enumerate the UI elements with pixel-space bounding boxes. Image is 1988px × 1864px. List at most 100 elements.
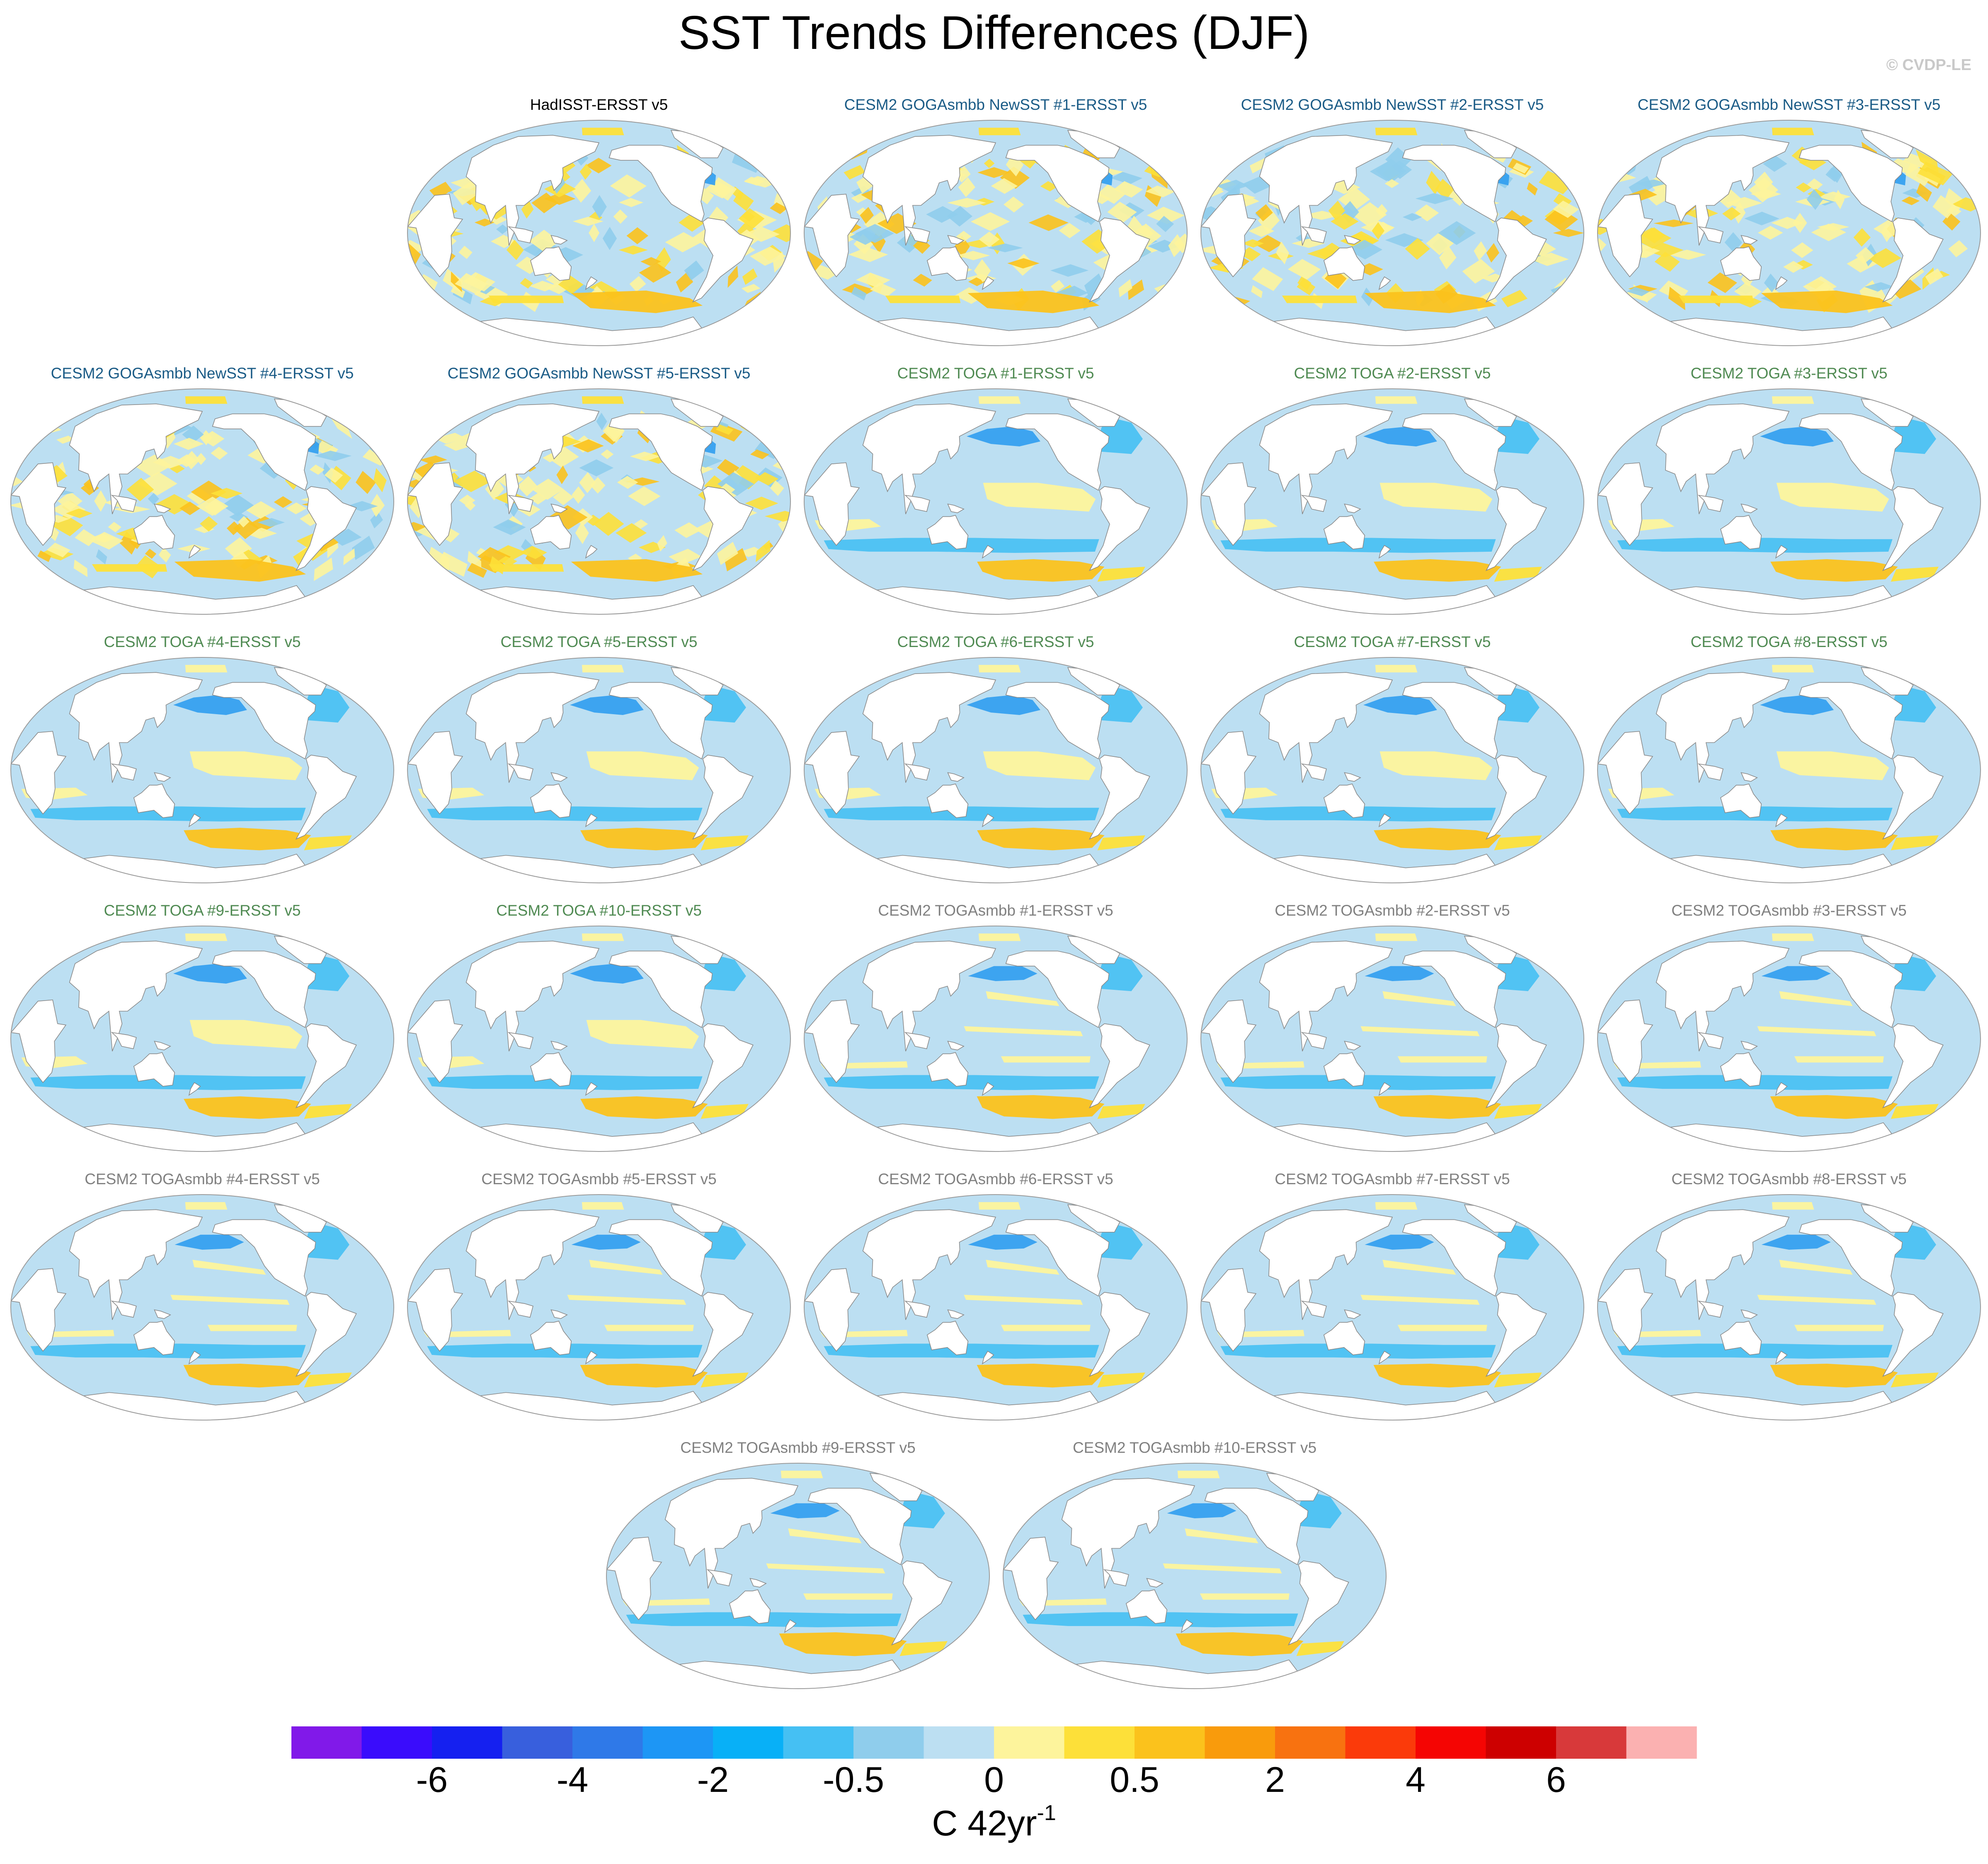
- anomaly-region: [956, 251, 990, 260]
- landmass: [1323, 783, 1365, 818]
- landmass: [1301, 763, 1327, 781]
- panel-title: CESM2 TOGAsmbb #3-ERSST v5: [1671, 902, 1907, 919]
- anomaly-region: [1163, 1563, 1282, 1573]
- anomaly-region: [1200, 1593, 1290, 1600]
- landmass: [1799, 1219, 1903, 1297]
- anomaly-region: [225, 537, 252, 560]
- colorbar-segment: [502, 1726, 573, 1759]
- panel-title: CESM2 TOGAsmbb #2-ERSST v5: [1275, 902, 1510, 919]
- landmass: [947, 503, 965, 514]
- colorbar-segment: [572, 1726, 643, 1759]
- anomaly-region: [529, 230, 560, 253]
- anomaly-region: [770, 480, 784, 496]
- anomaly-region: [1717, 189, 1742, 208]
- landmass: [1697, 1032, 1724, 1050]
- map-panel: CESM2 GOGAsmbb NewSST #5-ERSST v5: [404, 365, 794, 622]
- anomaly-region: [170, 1294, 290, 1305]
- anomaly-region: [572, 179, 592, 203]
- landmass: [1201, 731, 1257, 815]
- anomaly-region: [196, 453, 206, 465]
- anomaly-region: [257, 518, 285, 527]
- landmass: [1344, 772, 1361, 782]
- anomaly-region: [1216, 179, 1249, 192]
- landmass: [1089, 1292, 1150, 1377]
- landmass: [926, 783, 969, 818]
- landmass: [295, 486, 357, 571]
- landmass: [1697, 1300, 1724, 1318]
- anomaly-region: [755, 472, 778, 486]
- anomaly-region: [1539, 170, 1574, 194]
- anomaly-region: [1725, 197, 1763, 209]
- anomaly-region: [1628, 285, 1658, 293]
- anomaly-region: [531, 478, 564, 500]
- landmass: [69, 403, 203, 514]
- anomaly-region: [860, 207, 874, 224]
- anomaly-region: [984, 158, 995, 168]
- anomaly-region: [1806, 189, 1823, 210]
- anomaly-region: [1255, 204, 1273, 221]
- anomaly-region: [1376, 204, 1388, 218]
- anomaly-region: [229, 512, 248, 522]
- panel-title: CESM2 GOGAsmbb NewSST #4-ERSST v5: [51, 365, 354, 382]
- anomaly-region: [1415, 193, 1454, 204]
- anomaly-region: [897, 233, 921, 253]
- anomaly-region: [1744, 211, 1780, 225]
- map-outline: [1597, 388, 1981, 615]
- landmass: [1656, 135, 1790, 246]
- anomaly-region: [1770, 828, 1898, 851]
- landmass: [585, 1350, 598, 1365]
- anomaly-region: [56, 436, 75, 444]
- anomaly-region: [788, 1528, 862, 1544]
- landmass: [465, 672, 600, 783]
- anomaly-region: [1796, 182, 1811, 193]
- map-panel: CESM2 GOGAsmbb NewSST #4-ERSST v5: [7, 365, 397, 622]
- anomaly-region: [856, 272, 890, 288]
- map-panel: CESM2 TOGA #1-ERSST v5: [801, 365, 1190, 622]
- anomaly-region: [520, 278, 533, 289]
- anomaly-region: [986, 1260, 1059, 1275]
- map-panel: CESM2 GOGAsmbb NewSST #1-ERSST v5: [801, 96, 1190, 353]
- anomaly-region: [586, 1020, 699, 1049]
- anomaly-region: [1553, 229, 1584, 237]
- landmass: [507, 1300, 533, 1318]
- anomaly-region: [626, 227, 649, 245]
- anomaly-region: [1174, 233, 1187, 253]
- anomaly-region: [494, 545, 527, 560]
- anomaly-region: [498, 556, 517, 566]
- anomaly-region: [434, 433, 467, 444]
- anomaly-region: [1761, 1234, 1831, 1250]
- anomaly-region: [496, 224, 509, 234]
- colorbar-segment: [1626, 1726, 1697, 1759]
- landmass: [1287, 1560, 1349, 1646]
- panel-title: CESM2 TOGAsmbb #5-ERSST v5: [481, 1171, 717, 1188]
- anomaly-region: [701, 1372, 749, 1388]
- anomaly-region: [145, 548, 157, 559]
- anomaly-region: [529, 281, 558, 291]
- anomaly-region: [1328, 201, 1346, 221]
- anomaly-region: [1791, 242, 1813, 258]
- anomaly-region: [604, 1325, 694, 1331]
- landmass: [212, 413, 316, 491]
- landmass: [133, 783, 175, 818]
- map-outline: [804, 388, 1188, 615]
- landmass: [609, 950, 713, 1028]
- anomaly-region: [373, 468, 387, 492]
- anomaly-region: [174, 559, 306, 582]
- map-outline: [1200, 388, 1584, 615]
- anomaly-region: [1382, 991, 1456, 1006]
- anomaly-region: [803, 1593, 893, 1600]
- anomaly-region: [467, 563, 487, 578]
- landmass: [585, 545, 598, 559]
- anomaly-region: [1887, 158, 1920, 175]
- landmass: [465, 403, 600, 514]
- anomaly-region: [1097, 835, 1145, 851]
- anomaly-region: [616, 523, 647, 543]
- landmass: [1799, 145, 1903, 222]
- panel-title: CESM2 TOGAsmbb #10-ERSST v5: [1072, 1439, 1317, 1456]
- map-panel: CESM2 TOGA #7-ERSST v5: [1198, 633, 1587, 890]
- anomaly-region: [459, 494, 475, 507]
- anomaly-region: [1251, 285, 1263, 298]
- anomaly-region: [211, 488, 243, 499]
- landmass: [947, 1040, 965, 1051]
- landmass: [692, 1023, 754, 1108]
